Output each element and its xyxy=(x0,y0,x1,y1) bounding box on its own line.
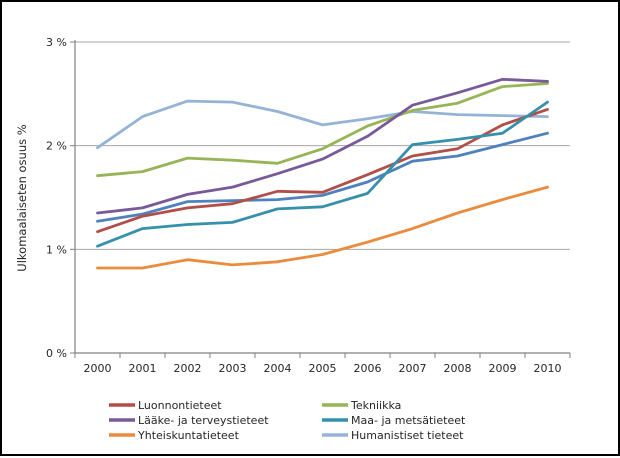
series-line-luonnontieteet xyxy=(96,108,549,234)
series-line-unlabeled-blue xyxy=(96,131,549,223)
x-tick-label: 2009 xyxy=(489,362,517,375)
legend-label-luonnontieteet: Luonnontieteet xyxy=(138,399,222,412)
series-line-yhteiskunta xyxy=(96,185,549,270)
legend-label-maa-metsa: Maa- ja metsätieteet xyxy=(351,414,466,427)
x-tick-label: 2004 xyxy=(264,362,292,375)
legend-label-yhteiskunta: Yhteiskuntatieteet xyxy=(137,429,240,442)
x-tick-label: 2001 xyxy=(129,362,157,375)
axis-layer xyxy=(70,40,571,358)
y-axis-title: Ulkomaalaiseten osuus % xyxy=(15,124,29,271)
series-line-humanistiset xyxy=(96,99,549,150)
x-tick-label: 2007 xyxy=(399,362,427,375)
legend-label-humanistiset: Humanistiset tieteet xyxy=(351,429,464,442)
series-line-laake-terveys xyxy=(96,77,549,215)
x-tick-label: 2000 xyxy=(84,362,112,375)
y-tick-label: 2 % xyxy=(46,140,67,153)
x-tick-label: 2005 xyxy=(309,362,337,375)
series-line-maa-metsa xyxy=(96,100,549,248)
legend: Luonnontieteet Lääke- ja terveystieteet Yh… xyxy=(109,399,466,442)
x-tick-label: 2003 xyxy=(219,362,247,375)
x-tick-label: 2006 xyxy=(354,362,382,375)
y-tick-label: 3 % xyxy=(46,36,67,49)
x-tick-label: 2002 xyxy=(174,362,202,375)
legend-label-tekniikka: Tekniikka xyxy=(350,399,401,412)
y-tick-label: 1 % xyxy=(46,243,67,256)
x-tick-label: 2008 xyxy=(444,362,472,375)
legend-label-laake-terveys: Lääke- ja terveystieteet xyxy=(138,414,269,427)
series-line-tekniikka xyxy=(96,82,549,178)
label-layer: 0 % 1 % 2 % 3 % 2000 2001 2002 2003 2004 2005 2006… xyxy=(46,36,561,375)
series-layer xyxy=(96,77,549,270)
y-tick-label: 0 % xyxy=(46,347,67,360)
x-tick-label: 2010 xyxy=(534,362,562,375)
grid-layer xyxy=(75,41,570,250)
